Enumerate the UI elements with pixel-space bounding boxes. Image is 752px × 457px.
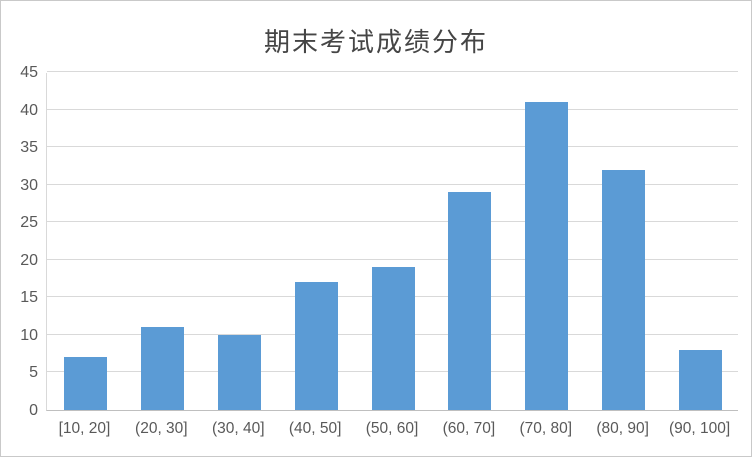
y-tick-label: 15 bbox=[20, 289, 38, 307]
y-tick-label: 40 bbox=[20, 101, 38, 119]
bar-(60, 70] bbox=[448, 192, 492, 410]
bar-(80, 90] bbox=[602, 169, 646, 410]
bar-(70, 80] bbox=[525, 102, 569, 410]
x-tick-label: (40, 50] bbox=[288, 420, 342, 437]
chart-title: 期末考试成绩分布 bbox=[263, 27, 488, 57]
bar-(90, 100] bbox=[679, 349, 723, 410]
plot-area bbox=[46, 71, 738, 411]
gridline bbox=[47, 71, 738, 72]
x-tick-label: (20, 30] bbox=[135, 420, 188, 437]
y-tick-label: 0 bbox=[29, 402, 38, 419]
gridline bbox=[47, 258, 738, 260]
y-tick-label: 25 bbox=[20, 214, 38, 232]
x-tick-label: (80, 90] bbox=[596, 420, 649, 437]
bar-(40, 50] bbox=[294, 282, 338, 410]
y-tick-label: 20 bbox=[20, 251, 38, 269]
bar-(20, 30] bbox=[140, 327, 184, 410]
y-tick-label: 10 bbox=[20, 326, 38, 344]
bar-(50, 60] bbox=[371, 267, 415, 410]
x-tick-label: [10, 20] bbox=[58, 420, 111, 437]
x-tick-label: (50, 60] bbox=[365, 420, 419, 437]
gridline bbox=[47, 221, 738, 223]
y-tick-label: 5 bbox=[29, 364, 38, 382]
x-tick-label: (70, 80] bbox=[519, 420, 573, 437]
gridline bbox=[47, 108, 738, 110]
x-tick-label: (30, 40] bbox=[211, 420, 265, 437]
y-tick-label: 35 bbox=[20, 139, 38, 157]
x-tick-label: (90, 100] bbox=[668, 420, 731, 437]
bar-(30, 40] bbox=[217, 334, 261, 410]
x-tick-label: (60, 70] bbox=[442, 420, 496, 437]
y-tick-label: 45 bbox=[20, 64, 38, 81]
y-tick-label: 30 bbox=[20, 176, 38, 194]
bar-[10, 20] bbox=[63, 357, 107, 410]
gridline bbox=[47, 183, 738, 185]
gridline bbox=[47, 146, 738, 148]
